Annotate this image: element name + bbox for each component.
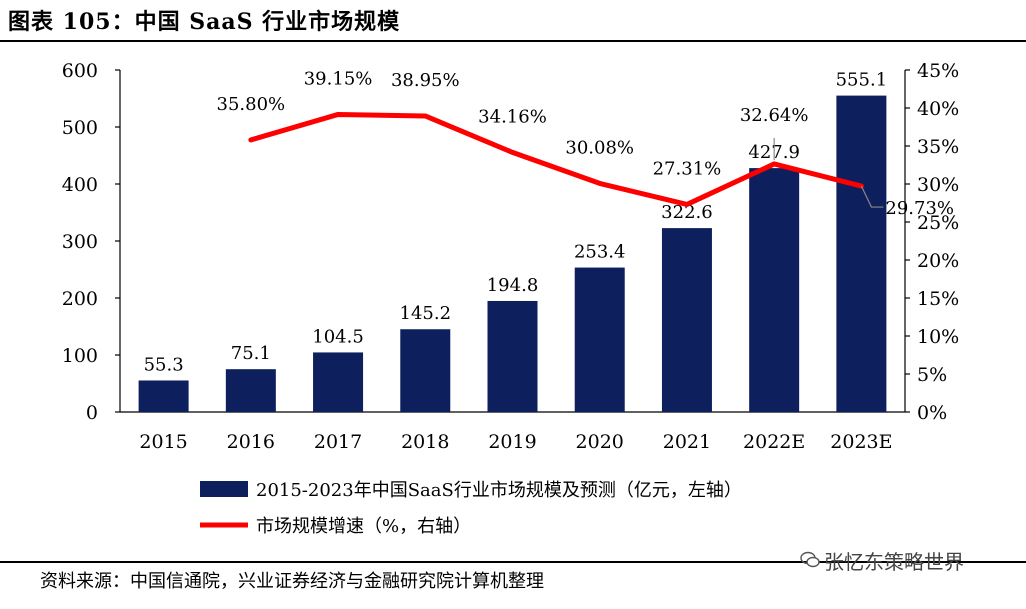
x-tick-label: 2023E [830, 431, 892, 453]
growth-point [598, 182, 601, 185]
growth-point [249, 138, 252, 141]
bar-data-label: 194.8 [487, 275, 539, 296]
bar-data-label: 145.2 [400, 303, 452, 324]
right-tick-label: 0% [917, 402, 947, 424]
x-tick-label: 2019 [488, 431, 536, 453]
growth-point [685, 203, 688, 206]
x-tick-label: 2018 [401, 431, 449, 453]
line-data-label: 32.64% [740, 105, 809, 126]
bar [574, 267, 625, 412]
legend-bar-label: 2015-2023年中国SaaS行业市场规模及预测（亿元，左轴） [256, 480, 742, 501]
growth-point [424, 114, 427, 117]
right-tick-label: 45% [917, 60, 959, 82]
left-tick-label: 0 [86, 402, 98, 424]
left-tick-label: 100 [62, 345, 98, 367]
line-data-label: 34.16% [478, 106, 547, 127]
bar [749, 168, 800, 412]
left-tick-label: 300 [62, 231, 98, 253]
bar-data-labels: 55.375.1104.5145.2194.8253.4322.6427.955… [144, 70, 888, 376]
legend: 2015-2023年中国SaaS行业市场规模及预测（亿元，左轴） 市场规模增速（%… [200, 480, 742, 537]
growth-point [773, 162, 776, 165]
line-series [248, 111, 864, 207]
axes: 01002003004005006000%5%10%15%20%25%30%35… [62, 60, 960, 424]
legend-line-label: 市场规模增速（%，右轴） [256, 516, 471, 537]
bar-data-label: 75.1 [231, 343, 271, 364]
watermark: 张忆东策略世界 [800, 546, 964, 575]
growth-point [337, 113, 340, 116]
bar [487, 300, 538, 412]
growth-point [511, 151, 514, 154]
bar-data-label: 253.4 [574, 242, 626, 263]
x-tick-label: 2022E [743, 431, 805, 453]
right-tick-label: 25% [917, 212, 959, 234]
right-tick-label: 20% [917, 250, 959, 272]
bar-data-label: 104.5 [312, 326, 364, 347]
x-tick-label: 2015 [139, 431, 187, 453]
bar [400, 329, 451, 412]
bar [138, 380, 189, 412]
growth-line [248, 111, 864, 207]
x-tick-label: 2016 [227, 431, 275, 453]
right-tick-label: 15% [917, 288, 959, 310]
x-tick-label: 2017 [314, 431, 362, 453]
left-tick-label: 200 [62, 288, 98, 310]
right-tick-label: 30% [917, 174, 959, 196]
x-tick-labels: 2015 2016 2017 2018 2019 2020 2021 2022E 2023E [139, 431, 892, 453]
bar [313, 352, 364, 412]
watermark-text: 张忆东策略世界 [824, 550, 964, 574]
figure-title: 图表 105：中国 SaaS 行业市场规模 [8, 9, 401, 35]
bar [225, 369, 276, 412]
line-data-labels: 35.80% 39.15% 38.95% 34.16% 30.08% 27.31% 32.6… [217, 68, 955, 219]
line-data-label: 27.31% [653, 158, 722, 179]
line-data-label: 35.80% [217, 94, 286, 115]
bar-data-label: 55.3 [144, 354, 184, 375]
left-tick-label: 500 [62, 117, 98, 139]
line-data-label: 29.73% [885, 198, 954, 219]
left-tick-label: 400 [62, 174, 98, 196]
bar-data-label: 555.1 [836, 70, 888, 91]
top-rule [0, 40, 1026, 42]
bar [661, 228, 712, 412]
x-tick-label: 2021 [663, 431, 711, 453]
source-note: 资料来源：中国信通院，兴业证券经济与金融研究院计算机整理 [40, 571, 544, 592]
wechat-icon [800, 550, 820, 574]
right-tick-label: 10% [917, 326, 959, 348]
legend-bar-swatch [200, 481, 248, 497]
leader-line [860, 185, 884, 208]
bottom-rule [0, 561, 1026, 563]
x-tick-label: 2020 [576, 431, 624, 453]
line-data-label: 30.08% [565, 137, 634, 158]
bar-data-label: 322.6 [661, 202, 713, 223]
bar [836, 95, 887, 412]
right-tick-label: 40% [917, 98, 959, 120]
line-data-label: 39.15% [304, 68, 373, 89]
right-tick-label: 5% [917, 364, 947, 386]
line-data-label: 38.95% [391, 70, 460, 91]
bar-series [138, 95, 887, 412]
chart: 01002003004005006000%5%10%15%20%25%30%35… [62, 60, 960, 537]
left-tick-label: 600 [62, 60, 98, 82]
right-tick-label: 35% [917, 136, 959, 158]
